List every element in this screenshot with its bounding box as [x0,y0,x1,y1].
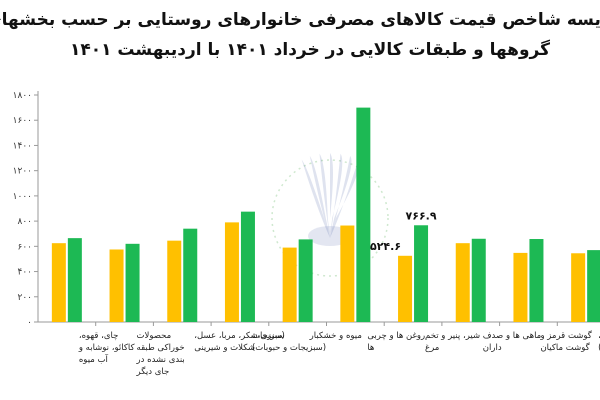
watermark-petal [330,156,352,238]
y-tick-label: ۰ [27,318,32,328]
category-label-line: (سبزی،شکر، مربا، عسل، [194,331,285,341]
category-label: گوشت قرمز و گوشت ماکیان [539,330,592,353]
category-label-line: گوشت ماکیان [540,342,590,353]
category-label: نان و غلات (برنج،آرد و رشته) [598,331,600,353]
category-label: شیر، پنیر و تخم مرغ [425,331,480,353]
bar-series-2-cat-9 [587,250,600,322]
y-tick-label: ۴۰۰ [17,268,32,278]
watermark-petal [309,156,330,238]
category-label: میوه و خشکبار [309,331,362,341]
category-label-line: گوشت قرمز و [539,330,592,341]
category-label-line: چای، قهوه، [79,331,119,341]
bar-series-1-cat-6 [398,255,413,322]
bar-series-2-cat-4 [298,239,313,322]
category-label-line: داران [483,343,502,353]
category-label-line: سبزیجات [252,331,285,341]
category-label: سبزیجات (سبزیجات و حبوبات) [252,331,326,353]
category-label-line: (سبزیجات و حبوبات) [252,343,326,353]
bar-series-1-cat-7 [455,243,470,322]
bar-series-1-cat-8 [513,252,528,322]
bar-series-2-cat-5 [356,107,371,322]
watermark-petal [319,153,330,238]
chart-title: مقایسه شاخص قیمت کالاهای مصرفی خانوارهای… [0,6,600,76]
category-label-line: جای دیگر [136,366,170,377]
watermark-petal [301,159,330,238]
bar-series-1-cat-0 [51,243,66,322]
y-tick-label: ۱۲۰۰ [13,167,32,177]
category-label: چای، قهوه، کاکائو، نوشابه و آب میوه [78,331,136,365]
watermark-ring [271,159,389,277]
chart-title-line-1: مقایسه شاخص قیمت کالاهای مصرفی خانوارهای… [0,10,600,30]
y-tick-label: ۱۶۰۰ [13,116,32,126]
chart-labels: چای، قهوه، کاکائو، نوشابه و آب میوه محصولات… [78,209,600,377]
category-label-line: شکلات و شیرینی [194,343,255,353]
bar-series-2-cat-2 [183,228,198,322]
category-label-line: روغن ها و چربی [367,331,425,341]
category-label-line: شیر، پنیر و تخم [425,331,480,341]
category-label: ماهی ها و صدف داران [483,331,541,353]
category-label-line: محصولات [137,331,172,341]
bar-series-2-cat-1 [125,243,140,322]
category-label: محصولات خوراکی طبقه بندی نشده در جای دیگر [136,331,185,377]
category-label-line: نان و غلات (برنج، [598,331,600,341]
data-label: ۷۶۶.۹ [406,209,437,222]
category-label: (سبزی،شکر، مربا، عسل، شکلات و شیرینی [194,331,285,353]
bar-series-2-cat-3 [240,211,255,322]
bar-series-1-cat-3 [224,222,239,322]
category-label-line: میوه و خشکبار [309,331,362,341]
bar-series-1-cat-9 [571,253,586,322]
watermark-petal [330,153,333,238]
watermark-logo [271,153,389,277]
data-label: ۵۲۴.۶ [370,240,401,253]
category-label-line: آرد و رشته) [598,341,600,353]
category-label-line: ماهی ها و صدف [483,331,541,341]
category-label-line: ها [367,343,374,353]
bar-series-2-cat-6 [414,225,429,322]
bar-series-2-cat-8 [529,239,544,322]
category-label-line: بندی نشده در [136,355,185,365]
category-label-line: خوراکی طبقه [137,343,185,353]
chart-bars [51,107,600,322]
bar-series-2-cat-7 [471,238,486,322]
chart-title-line-2: گروهها و طبقات کالایی در خرداد ۱۴۰۱ با ا… [69,40,550,60]
y-tick-label: ۱۴۰۰ [13,141,32,151]
category-label-line: کاکائو، نوشابه و [78,343,136,353]
category-label-line: مرغ [425,343,439,353]
bar-series-1-cat-1 [109,249,124,322]
category-label-line: آب میوه [79,353,109,365]
y-tick-label: ۱۸۰۰ [13,91,32,101]
y-tick-label: ۱۰۰۰ [13,192,32,202]
y-tick-label: ۸۰۰ [17,217,32,227]
bar-series-1-cat-2 [167,240,182,322]
y-tick-label: ۶۰۰ [17,242,32,252]
watermark-petal [330,153,343,238]
category-label: روغن ها و چربی ها [367,331,425,353]
watermark-petal [330,159,360,238]
bar-series-2-cat-0 [67,238,82,322]
bar-series-1-cat-4 [282,247,297,322]
y-tick-label: ۲۰۰ [17,293,32,303]
bar-series-1-cat-5 [340,225,355,322]
